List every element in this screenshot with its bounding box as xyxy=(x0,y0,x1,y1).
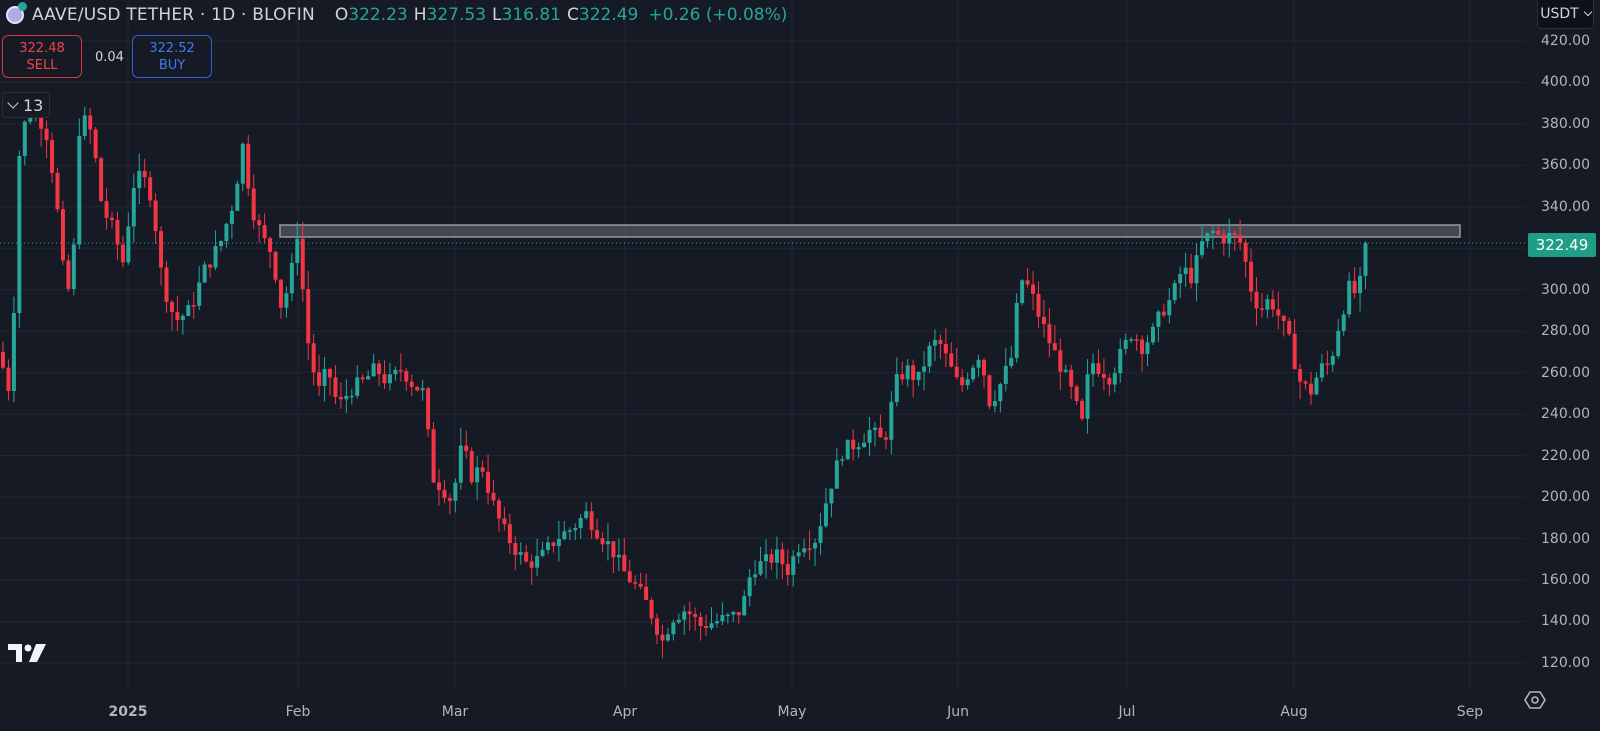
price-tick-label: 420.00 xyxy=(1541,33,1590,49)
sell-price: 322.48 xyxy=(19,40,65,56)
price-tick-label: 380.00 xyxy=(1541,115,1590,132)
time-tick-label: Jun xyxy=(947,704,969,720)
chevron-down-icon xyxy=(7,97,19,109)
chevron-down-icon xyxy=(1583,7,1592,17)
buy-price: 322.52 xyxy=(149,40,195,56)
price-tick-label: 180.00 xyxy=(1541,530,1590,547)
price-tick-label: 360.00 xyxy=(1541,157,1590,174)
time-tick-label: May xyxy=(777,704,807,720)
indicators-count: 13 xyxy=(23,95,44,115)
time-tick-label: Jul xyxy=(1118,704,1136,720)
time-tick-label: Mar xyxy=(441,704,469,720)
price-tick-label: 120.00 xyxy=(1541,654,1590,671)
open-value: 322.23 xyxy=(348,5,408,25)
tradingview-logo-icon[interactable] xyxy=(6,642,48,664)
close-value: 322.49 xyxy=(578,5,639,25)
sell-label: SELL xyxy=(26,57,58,73)
buy-button[interactable]: 322.52 BUY xyxy=(132,35,212,78)
price-tick-label: 220.00 xyxy=(1541,447,1590,464)
price-tick-label: 280.00 xyxy=(1541,323,1590,340)
price-tick-label: 160.00 xyxy=(1541,571,1590,588)
time-tick-label: 2025 xyxy=(108,704,148,720)
close-key: C xyxy=(567,5,579,25)
price-tick-label: 260.00 xyxy=(1541,364,1590,381)
settings-hexagon-icon[interactable] xyxy=(1524,689,1546,711)
last-price-badge: 322.49 xyxy=(1528,233,1596,257)
price-tick-label: 300.00 xyxy=(1541,281,1590,298)
open-key: O xyxy=(334,5,349,25)
currency-label: USDT xyxy=(1540,6,1579,22)
time-tick-label: Feb xyxy=(285,704,311,720)
price-tick-label: 340.00 xyxy=(1541,198,1590,215)
sell-button[interactable]: 322.48 SELL xyxy=(2,35,82,78)
high-key: H xyxy=(413,5,427,25)
time-tick-label: Aug xyxy=(1280,704,1308,720)
resistance-zone[interactable] xyxy=(279,224,1461,238)
low-key: L xyxy=(492,5,502,25)
price-change: +0.26 (+0.08%) xyxy=(648,5,788,25)
price-tick-label: 240.00 xyxy=(1541,406,1590,423)
spread-value: 0.04 xyxy=(95,50,124,65)
time-tick-label: Apr xyxy=(612,704,638,720)
high-value: 327.53 xyxy=(426,5,487,25)
price-tick-label: 200.00 xyxy=(1541,489,1590,506)
price-tick-label: 140.00 xyxy=(1541,613,1590,630)
candles xyxy=(1,98,1368,659)
aave-coin-icon[interactable] xyxy=(6,2,27,24)
symbol-title[interactable]: AAVE/USD TETHER · 1D · BLOFIN xyxy=(32,5,315,25)
buy-label: BUY xyxy=(158,57,186,73)
time-tick-label: Sep xyxy=(1456,704,1484,720)
indicators-toggle-button[interactable]: 13 xyxy=(2,92,51,118)
currency-select[interactable]: USDT xyxy=(1537,0,1594,29)
low-value: 316.81 xyxy=(501,5,561,25)
price-tick-label: 400.00 xyxy=(1541,74,1590,91)
